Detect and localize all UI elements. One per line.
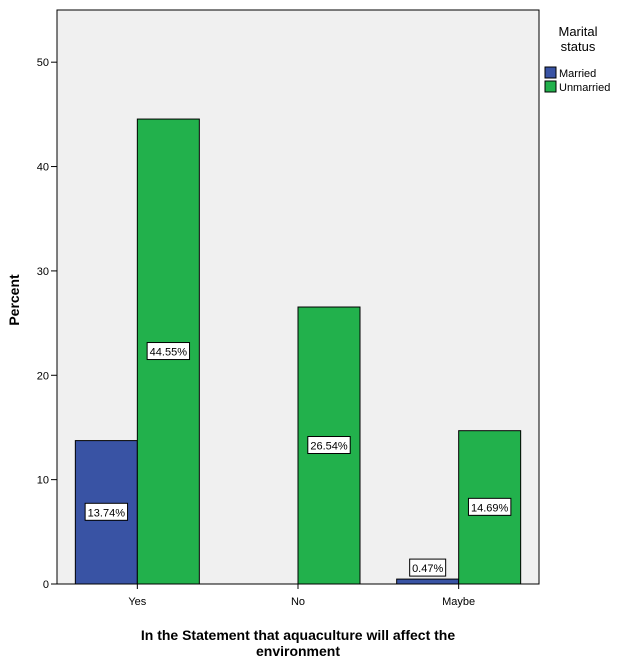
- legend: Marital status Married Unmarried: [544, 24, 610, 94]
- data-label: 0.47%: [412, 563, 443, 575]
- legend-label-married: Married: [559, 68, 596, 80]
- x-axis-title-line-2: environment: [256, 643, 340, 659]
- x-axis-title-line-1: In the Statement that aquaculture will a…: [141, 627, 455, 643]
- data-label-box: [84, 502, 129, 521]
- legend-swatch-married: [544, 66, 557, 79]
- legend-swatch-unmarried: [544, 80, 557, 93]
- x-tick-label: Maybe: [442, 596, 475, 608]
- data-label: 14.69%: [471, 502, 509, 514]
- y-axis-title: Percent: [6, 274, 22, 326]
- y-tick-label: 10: [37, 475, 49, 487]
- y-tick-label: 40: [37, 162, 49, 174]
- data-label-box: [409, 558, 447, 577]
- data-label: 26.54%: [310, 441, 348, 453]
- y-tick-label: 0: [43, 579, 49, 591]
- data-label-box: [146, 342, 191, 361]
- y-axis: 0 10 20 30 40 50: [37, 57, 57, 591]
- data-labels: 13.74% 44.55% 26.54% 0.47% 14.69%: [84, 342, 512, 577]
- data-label-box: [467, 497, 512, 516]
- y-tick-label: 20: [37, 370, 49, 382]
- legend-label-unmarried: Unmarried: [559, 82, 610, 94]
- bar-married-maybe: [396, 578, 460, 585]
- legend-title-line-1: Marital: [558, 24, 597, 39]
- data-label: 13.74%: [88, 507, 126, 519]
- legend-items: Married Unmarried: [544, 66, 610, 94]
- x-tick-label: Yes: [128, 596, 146, 608]
- legend-title-line-2: status: [561, 39, 596, 54]
- data-label-box: [307, 436, 351, 455]
- y-tick-label: 50: [37, 57, 49, 69]
- data-label: 44.55%: [150, 347, 188, 359]
- x-axis: Yes No Maybe: [128, 584, 475, 608]
- x-tick-label: No: [291, 596, 305, 608]
- y-tick-label: 30: [37, 266, 49, 278]
